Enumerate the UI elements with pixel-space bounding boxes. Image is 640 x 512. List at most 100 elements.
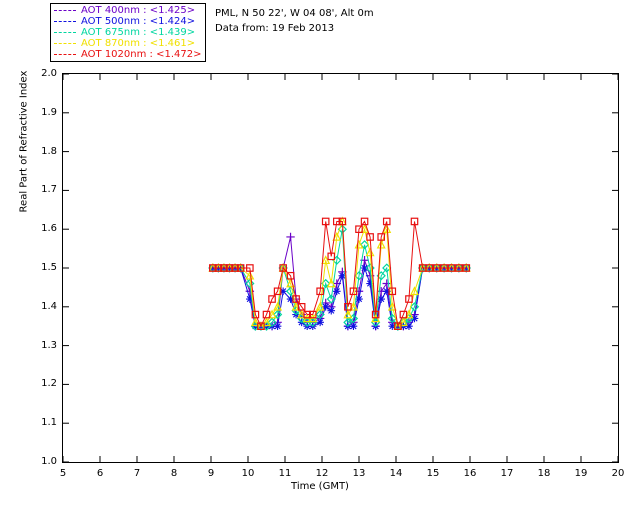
data-point-marker-diamond [359, 240, 370, 250]
x-tick-label: 6 [96, 468, 104, 479]
data-point-marker-square [405, 295, 413, 303]
data-point-marker-square [321, 217, 330, 226]
x-tick-label: 9 [207, 468, 215, 479]
data-point-marker-square [425, 264, 434, 272]
data-point-marker-diamond [245, 278, 255, 289]
data-point-marker-triangle [332, 231, 342, 241]
legend-label: AOT 675nm : <1.439> [81, 27, 196, 38]
series-aot-1020nm [209, 217, 471, 331]
data-point-marker-diamond [285, 286, 296, 296]
data-point-marker-triangle [326, 278, 336, 288]
legend-item-400nm: AOT 400nm : <1.425> [54, 5, 201, 16]
data-point-marker-asterisk [377, 295, 385, 303]
data-point-marker-square [462, 264, 471, 272]
data-point-marker-triangle [365, 247, 375, 257]
y-tick-label: 1.0 [41, 456, 57, 467]
data-point-marker-square [349, 287, 358, 296]
data-point-marker-square [382, 217, 391, 226]
x-tick-label: 15 [426, 468, 440, 479]
series-line [212, 221, 467, 328]
data-point-marker-square [262, 310, 271, 319]
y-tick-label: 1.9 [41, 106, 57, 118]
x-tick-label: 14 [389, 468, 403, 479]
data-point-marker-asterisk [405, 322, 413, 330]
plot-frame: 5 6 7 8 9 10 11 12 13 14 15 16 17 18 19 20 1.0 1.1 1.2 1.3 1… [41, 68, 624, 479]
data-point-marker-triangle [387, 301, 397, 311]
data-point-marker-asterisk [410, 314, 419, 323]
data-point-marker-square [268, 295, 276, 303]
data-point-marker-square [377, 233, 386, 241]
data-point-marker-square [308, 310, 317, 319]
data-point-marker-diamond [272, 309, 283, 320]
data-point-marker-square [371, 310, 380, 319]
y-tick-label: 2.0 [41, 68, 57, 79]
data-point-marker-square [297, 303, 306, 311]
chart-legend: AOT 400nm : <1.425> AOT 500nm : <1.424> AO… [50, 3, 207, 62]
legend-item-870nm: AOT 870nm : <1.461> [54, 38, 201, 49]
y-tick-label: 1.3 [41, 339, 57, 351]
data-point-marker-square [432, 264, 441, 272]
data-point-marker-diamond [409, 302, 420, 312]
data-point-marker-square [236, 264, 245, 272]
x-tick-label: 13 [352, 468, 366, 479]
legend-line-sample [54, 21, 76, 22]
data-point-marker-square [257, 322, 265, 331]
data-point-marker-square [344, 303, 352, 311]
data-point-marker-square [455, 264, 463, 272]
legend-line-sample [54, 43, 76, 44]
data-point-marker-triangle [262, 317, 271, 327]
data-point-marker-square [447, 264, 456, 272]
data-point-marker-asterisk [382, 287, 391, 296]
data-point-marker-square [360, 217, 369, 226]
x-tick-label: 17 [500, 468, 514, 479]
x-tick-label: 11 [278, 468, 292, 479]
legend-item-1020nm: AOT 1020nm : <1.472> [54, 49, 201, 60]
legend-line-sample [54, 10, 76, 11]
data-point-marker-asterisk [327, 306, 336, 315]
data-point-marker-asterisk [360, 264, 369, 272]
data-point-marker-square [220, 264, 228, 272]
data-point-marker-diamond [343, 317, 353, 327]
data-point-marker-square [338, 217, 347, 226]
legend-label: AOT 400nm : <1.425> [81, 5, 196, 16]
data-point-marker-square [327, 252, 336, 261]
data-point-marker-square [303, 310, 312, 319]
x-tick-label: 16 [463, 468, 477, 479]
x-tick-label: 12 [315, 468, 329, 479]
legend-line-sample [54, 32, 76, 33]
data-point-marker-square [316, 287, 324, 296]
title-line-station: PML, N 50 22', W 04 08', Alt 0m [215, 8, 374, 19]
data-point-marker-asterisk [388, 322, 397, 330]
x-tick-label: 18 [537, 468, 551, 479]
x-tick-label: 20 [611, 468, 625, 479]
y-tick-label: 1.7 [41, 184, 57, 196]
plot-canvas [208, 216, 471, 331]
title-line-date: Data from: 19 Feb 2013 [215, 23, 335, 34]
x-tick-label: 19 [574, 468, 588, 479]
x-tick-label: 7 [133, 468, 141, 479]
y-tick-label: 1.4 [41, 300, 57, 312]
data-point-marker-triangle [273, 301, 283, 311]
data-point-marker-asterisk [321, 303, 330, 311]
data-point-marker-asterisk [355, 295, 363, 303]
legend-item-500nm: AOT 500nm : <1.424> [54, 16, 201, 27]
data-point-marker-square [410, 217, 419, 226]
data-point-marker-square [251, 310, 260, 319]
x-tick-label: 5 [59, 468, 67, 479]
data-point-marker-square [273, 287, 282, 296]
data-point-marker-square [209, 264, 217, 272]
data-point-marker-diamond [315, 309, 325, 320]
data-point-marker-square [292, 295, 300, 303]
data-point-marker-plus [286, 232, 295, 242]
data-point-marker-triangle [382, 224, 392, 233]
data-point-marker-triangle [398, 317, 408, 327]
legend-label: AOT 500nm : <1.424> [81, 16, 196, 27]
y-axis-label: Real Part of Refractive Index [18, 70, 30, 213]
data-point-marker-square [366, 233, 374, 241]
data-point-marker-square [388, 287, 397, 296]
legend-item-675nm: AOT 675nm : <1.439> [54, 27, 201, 38]
y-tick-label: 1.8 [41, 145, 57, 157]
data-point-marker-asterisk [279, 287, 287, 296]
data-point-marker-square [279, 264, 287, 272]
x-tick-label: 8 [170, 468, 178, 479]
